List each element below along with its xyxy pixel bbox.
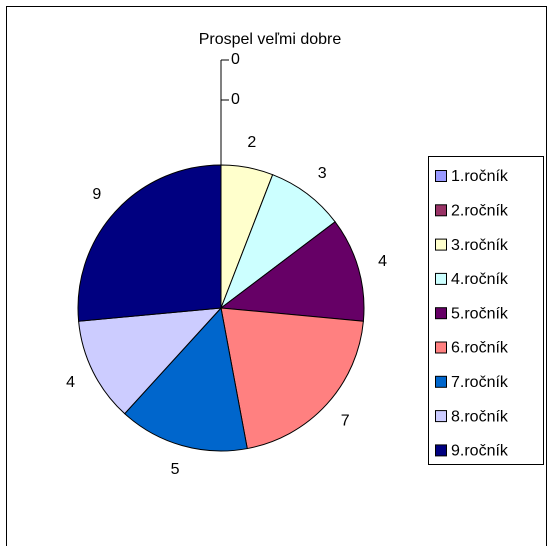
legend-swatch bbox=[435, 444, 447, 457]
legend-label: 9.ročník bbox=[451, 443, 509, 460]
data-label: 4 bbox=[66, 374, 75, 391]
legend-label: 7.ročník bbox=[451, 374, 509, 391]
legend-label: 6.ročník bbox=[451, 340, 509, 357]
data-label: 4 bbox=[378, 253, 387, 270]
pie-slice bbox=[219, 221, 365, 322]
data-label: 5 bbox=[171, 461, 180, 478]
legend-swatch bbox=[435, 410, 447, 423]
legend-swatch bbox=[435, 272, 447, 285]
legend-swatch bbox=[435, 307, 447, 320]
legend-label: 8.ročník bbox=[451, 408, 509, 425]
pie-slice bbox=[77, 164, 222, 322]
legend-label: 4.ročník bbox=[451, 271, 509, 288]
legend-label: 1.ročník bbox=[451, 168, 509, 185]
legend-swatch bbox=[435, 238, 447, 251]
legend-box bbox=[428, 156, 544, 465]
data-label: 0 bbox=[231, 51, 240, 68]
pie-slice bbox=[220, 307, 364, 450]
pie-slice bbox=[78, 307, 223, 415]
legend-swatch bbox=[435, 204, 447, 217]
chart-title: Prospel veľmi dobre bbox=[199, 31, 342, 48]
data-label: 7 bbox=[341, 412, 350, 429]
legend-label: 3.ročník bbox=[451, 237, 509, 254]
legend-label: 5.ročník bbox=[451, 305, 509, 322]
legend-swatch bbox=[435, 341, 447, 354]
data-label: 2 bbox=[247, 134, 256, 151]
data-label: 0 bbox=[231, 91, 240, 108]
legend-swatch bbox=[435, 170, 447, 182]
pie-slice bbox=[123, 306, 248, 452]
legend-swatch bbox=[435, 375, 447, 388]
data-label: 9 bbox=[92, 186, 101, 203]
legend-label: 2.ročník bbox=[451, 203, 509, 220]
data-label: 3 bbox=[318, 165, 327, 182]
